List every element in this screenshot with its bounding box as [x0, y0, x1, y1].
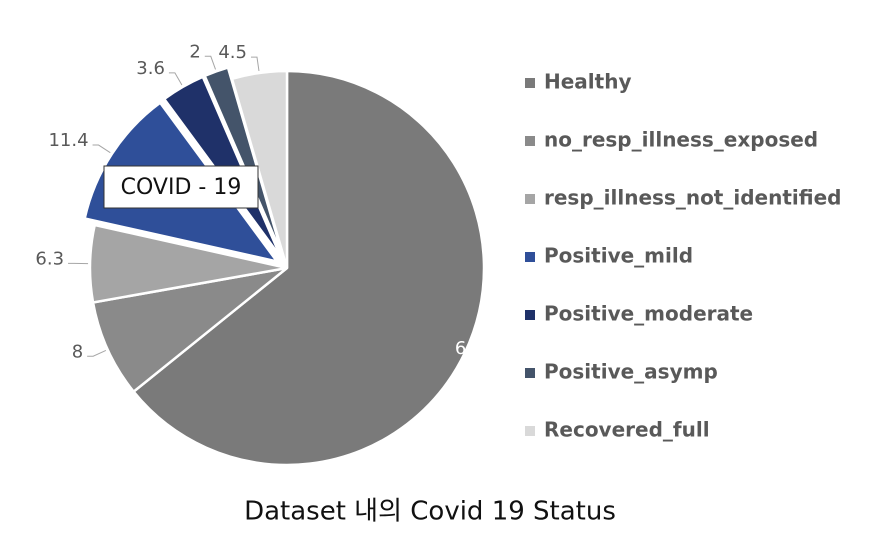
annotation-box — [103, 165, 259, 209]
legend-swatch — [525, 252, 535, 262]
data-label: 4.5 — [218, 42, 247, 63]
leader-line — [204, 55, 216, 70]
annotation: COVID - 19 — [121, 175, 242, 200]
pie-slice — [230, 69, 289, 269]
leader-line — [168, 72, 183, 86]
leader-line — [250, 56, 260, 72]
legend-label: Recovered_full — [544, 418, 710, 442]
pie-slice — [203, 65, 285, 258]
data-label: 64.2 — [455, 338, 495, 359]
pie-slice — [88, 223, 288, 304]
data-label: 6.3 — [35, 248, 64, 269]
legend-label: Healthy — [544, 70, 632, 94]
legend-label: Positive_moderate — [544, 302, 753, 326]
legend-swatch — [525, 368, 535, 378]
legend-label: Positive_mild — [544, 244, 693, 268]
legend-swatch — [525, 136, 535, 146]
pie-slice — [131, 69, 486, 467]
legend-label: no_resp_illness_exposed — [544, 128, 818, 152]
data-label: 11.4 — [48, 130, 88, 151]
legend-swatch — [525, 194, 535, 204]
leader-line — [92, 144, 111, 154]
data-label: 3.6 — [136, 58, 165, 79]
legend-label: resp_illness_not_identified — [544, 186, 841, 210]
leader-line — [87, 350, 107, 357]
legend-swatch — [525, 310, 535, 320]
data-label: 8 — [72, 341, 83, 362]
pie-slice — [91, 266, 288, 394]
legend-swatch — [525, 78, 535, 88]
legend-label: Positive_asymp — [544, 360, 718, 384]
chart-title: Dataset 내의 Covid 19 Status — [244, 497, 616, 527]
data-label: 2 — [189, 41, 200, 62]
legend-swatch — [525, 426, 535, 436]
